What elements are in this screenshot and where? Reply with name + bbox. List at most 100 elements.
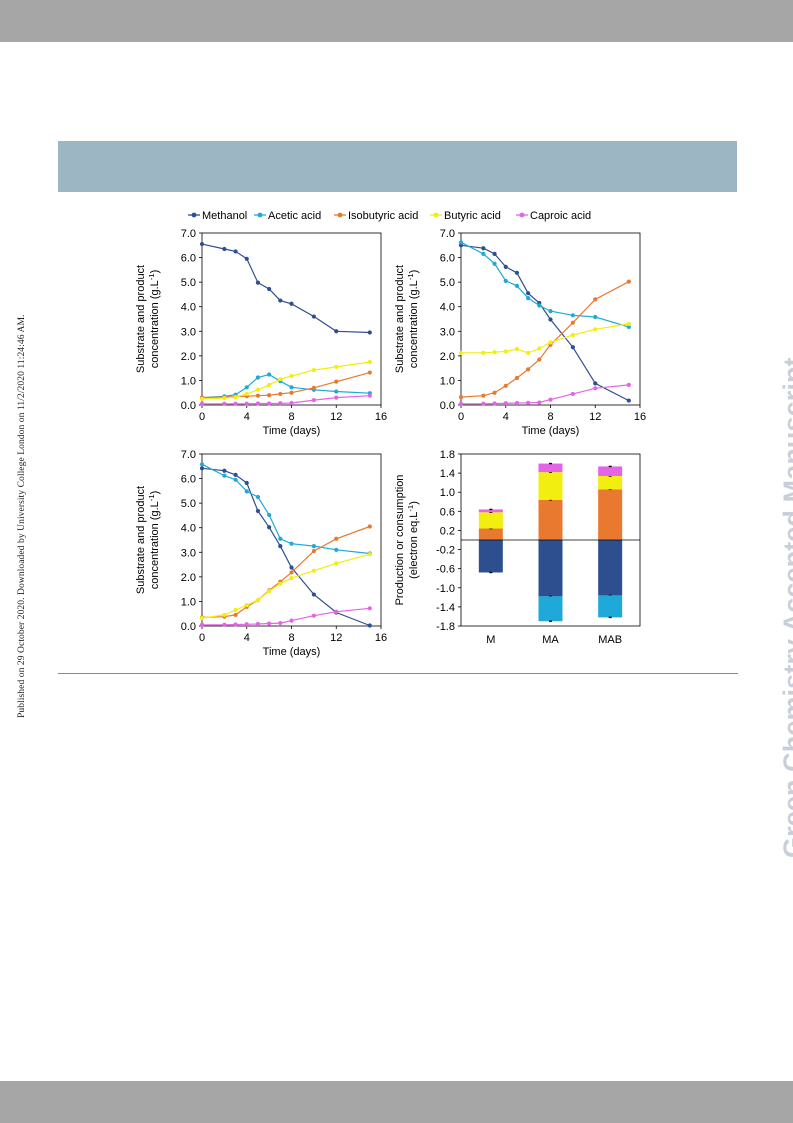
data-point (199, 622, 205, 627)
figure-header-band (58, 141, 737, 192)
y-tick-label: 5.0 (181, 498, 196, 510)
data-point (199, 241, 205, 247)
data-point (458, 240, 464, 245)
series-line (460, 241, 629, 328)
data-point (458, 350, 464, 356)
data-point (626, 382, 631, 387)
y-axis-label-line2: concentration (g.L-1) (147, 270, 162, 369)
data-point (244, 622, 249, 627)
data-point (334, 395, 339, 400)
data-point (267, 512, 272, 518)
data-point (481, 246, 486, 251)
bar-segment (598, 475, 623, 490)
data-point (289, 373, 294, 379)
y-tick-label: 5.0 (440, 277, 455, 289)
legend-swatch-marker (257, 212, 263, 218)
legend-label: Isobutyric acid (348, 210, 418, 222)
x-axis-label: Time (days) (263, 646, 321, 658)
bar-segment (538, 472, 563, 500)
legend-label: Butyric acid (444, 210, 501, 222)
data-point (244, 401, 249, 406)
data-point (233, 401, 238, 406)
x-tick-label: 8 (288, 411, 294, 423)
series-line (461, 323, 629, 354)
y-tick-label: 3.0 (181, 547, 196, 559)
bar-segment (538, 463, 563, 473)
bar-segment (478, 509, 503, 513)
data-point (289, 301, 294, 306)
data-point (278, 581, 283, 586)
data-point (570, 320, 575, 325)
data-point (255, 375, 261, 380)
y-tick-label: 0.6 (440, 506, 455, 518)
data-point (334, 329, 339, 334)
y-tick-label: 3.0 (440, 326, 455, 338)
category-label: M (486, 634, 495, 646)
data-point (334, 609, 339, 614)
legend-label: Acetic acid (268, 210, 321, 222)
data-point (289, 565, 294, 570)
data-point (514, 346, 520, 352)
data-point (334, 379, 339, 384)
y-tick-label: 0.2 (440, 525, 455, 537)
data-point (222, 612, 227, 618)
data-point (367, 606, 372, 611)
figure-bottom-rule (58, 673, 738, 674)
data-point (481, 393, 486, 398)
data-point (526, 296, 531, 301)
x-tick-label: 16 (634, 411, 646, 423)
data-point (289, 400, 294, 406)
data-point (233, 607, 238, 613)
legend-swatch-marker (519, 212, 525, 218)
data-point (548, 397, 553, 402)
data-point (289, 390, 294, 395)
data-point (492, 350, 497, 355)
y-axis-label-line1: Substrate and product (394, 265, 406, 373)
data-point (267, 393, 272, 398)
data-point (548, 309, 553, 314)
y-tick-label: -1.0 (436, 583, 455, 595)
y-tick-label: 6.0 (440, 253, 455, 265)
data-point (267, 372, 272, 377)
y-axis-label-line1: Substrate and product (135, 486, 147, 594)
data-point (526, 367, 531, 372)
data-point (311, 592, 316, 597)
data-point (311, 397, 316, 403)
x-tick-label: 4 (244, 411, 250, 423)
data-point (233, 477, 238, 482)
data-point (289, 575, 294, 581)
data-point (570, 391, 575, 397)
data-point (244, 489, 249, 494)
data-point (244, 385, 249, 390)
y-axis-label-line1: Substrate and product (135, 265, 147, 373)
x-tick-label: 16 (375, 632, 387, 644)
data-point (481, 401, 486, 406)
x-axis-label: Time (days) (522, 425, 580, 437)
data-point (367, 524, 372, 529)
data-point (255, 494, 261, 500)
y-tick-label: 5.0 (181, 277, 196, 289)
data-point (526, 400, 531, 405)
y-tick-label: 4.0 (181, 523, 196, 535)
data-point (289, 618, 294, 623)
bar-segment (478, 540, 503, 573)
data-point (570, 313, 575, 318)
data-point (593, 314, 598, 320)
data-point (492, 261, 497, 266)
data-point (537, 346, 542, 351)
bar-segment (478, 528, 503, 540)
data-point (267, 621, 272, 626)
data-point (289, 385, 294, 390)
data-point (278, 401, 283, 406)
y-axis-label: Production or consumption (electron eq.L-… (394, 475, 420, 606)
y-axis-label-line1: Production or consumption (394, 475, 406, 606)
data-point (199, 466, 205, 471)
y-tick-label: 0.0 (181, 621, 196, 633)
data-point (244, 391, 249, 397)
legend-swatch-marker (337, 212, 343, 218)
data-point (514, 283, 520, 288)
data-point (199, 396, 205, 401)
x-tick-label: 16 (375, 411, 387, 423)
data-point (334, 389, 339, 394)
data-point (233, 395, 238, 400)
